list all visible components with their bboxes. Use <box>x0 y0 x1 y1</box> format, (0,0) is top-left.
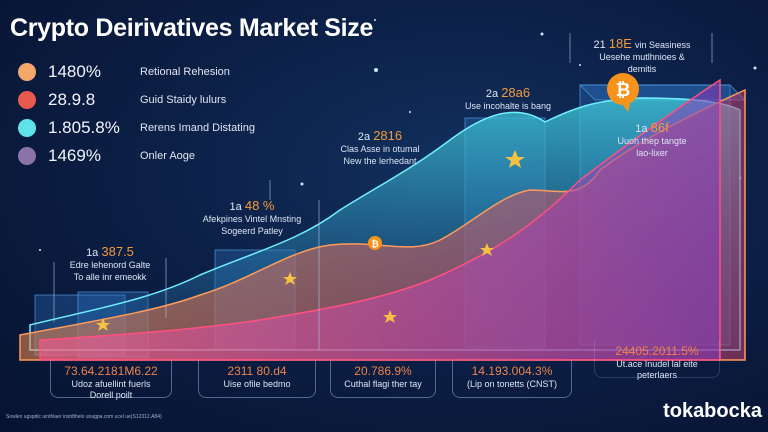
stat-label: Ut.ace Inudel lal eite <box>616 359 698 369</box>
annotation: 1a 387.5 Edre lehenord Galte To alle inr e… <box>69 244 151 283</box>
brand-logo: tokabocka <box>663 400 762 422</box>
annotation-text: Afekpines Vintel Mnsting <box>202 214 302 224</box>
legend-label: Retional Rehesion <box>140 66 230 78</box>
annotation-prefix: 1a <box>635 123 648 135</box>
annotation-prefix: 21 <box>593 39 606 51</box>
annotation-value: 18E <box>608 36 632 51</box>
legend-label: Guid Staidy lulurs <box>140 94 227 106</box>
annotation-text: Sogeerd Patley <box>221 226 283 236</box>
star-markers <box>96 150 525 331</box>
stat-label: peterlaers <box>636 370 678 380</box>
stars <box>39 19 757 251</box>
stat-value: 73.64.2181M6.22 <box>64 364 158 378</box>
annotation: 1a 86f Uuoh thep tangte lao-lixer <box>617 120 687 159</box>
stat-value: 20.786.9% <box>354 364 412 378</box>
bitcoin-icon: ₿ ₿ <box>368 73 639 250</box>
annotation: 21 18E vin Seasiness Uesehe mutlhnioes & d… <box>593 36 691 75</box>
legend-item: 28.9.8 Guid Staidy lulurs <box>18 86 255 114</box>
legend-value: 1480% <box>48 62 101 81</box>
annotation-value: 28a6 <box>501 85 531 100</box>
stat-box: 2311 80.d4 Uise ofile bedmo <box>198 360 316 398</box>
legend-value: 1469% <box>48 146 101 165</box>
annotation-prefix: 2a <box>357 131 371 143</box>
stat-box: 24405.2011.5% Ut.ace Inudel lal eite peter… <box>594 340 720 380</box>
annotation-text: demitis <box>627 64 657 74</box>
legend-dot <box>18 119 36 137</box>
legend-dot <box>18 91 36 109</box>
annotation-value: 2816 <box>373 128 403 143</box>
stat-label: Uise ofile bedmo <box>223 379 291 389</box>
pink-area <box>39 78 721 361</box>
legend-item: 1480% Retional Rehesion <box>18 58 255 86</box>
svg-text:₿: ₿ <box>371 239 378 249</box>
stat-value: 14.193.004.3% <box>471 364 553 378</box>
annotation-value: 387.5 <box>101 244 134 259</box>
svg-text:₿: ₿ <box>616 80 631 100</box>
annotation-prefix: 1a <box>86 247 99 259</box>
legend-label: Onler Aoge <box>140 150 196 162</box>
stat-value: 24405.2011.5% <box>615 344 699 358</box>
annotation-prefix: 1a <box>229 201 242 213</box>
stat-label: (Lip on tonetts (CNST) <box>466 379 558 389</box>
legend-value: 28.9.8 <box>48 90 96 109</box>
bracket-lines <box>53 33 713 350</box>
page-title: Crypto Deirivatives Market Size <box>10 14 374 42</box>
stat-label: Cuthal flagi ther tay <box>344 379 422 389</box>
stat-value: 2311 80.d4 <box>227 364 287 378</box>
legend-item: 1.805.8% Rerens Imand Distating <box>18 114 255 142</box>
annotation-text: New the lerhedant <box>343 156 417 166</box>
stat-box: 73.64.2181M6.22 Udoz afuellint fuerls Dore… <box>50 360 172 400</box>
annotation-text: To alle inr emeokk <box>73 272 147 282</box>
annotation-value: 48 % <box>244 198 275 213</box>
stat-box: 20.786.9% Cuthal flagi ther tay <box>330 360 436 398</box>
legend-dot <box>18 63 36 81</box>
stat-box: 14.193.004.3% (Lip on tonetts (CNST) <box>452 360 572 398</box>
annotation: 2a 28a6 Use incohalte is bang <box>464 85 552 112</box>
annotation-text: Uesehe mutlhnioes & <box>599 52 685 62</box>
annotation-text: lao-lixer <box>636 148 668 158</box>
legend-item: 1469% Onler Aoge <box>18 142 255 170</box>
annotation-text: Edre lehenord Galte <box>69 260 151 270</box>
stat-label: Dorell poilt <box>89 390 133 400</box>
legend-dot <box>18 147 36 165</box>
legend: 1480% Retional Rehesion 28.9.8 Guid Staidy… <box>18 58 255 170</box>
annotation-prefix: 2a <box>485 88 499 100</box>
footer-source: Sowlen ugspdic uinthlaer instdthelo unag… <box>6 414 162 420</box>
stat-label: Udoz afuellint fuerls <box>71 379 151 389</box>
annotation-text: Clas Asse in otumal <box>340 144 420 154</box>
legend-label: Rerens Imand Distating <box>140 122 255 134</box>
annotation: 2a 2816 Clas Asse in otumal New the lerhed… <box>340 128 420 167</box>
annotation-text: vin Seasiness <box>634 40 691 50</box>
annotation-text: Uuoh thep tangte <box>617 136 687 146</box>
annotation: 1a 48 % Afekpines Vintel Mnsting Sogeerd P… <box>202 198 302 237</box>
legend-value: 1.805.8% <box>48 118 120 137</box>
annotation-value: 86f <box>650 120 669 135</box>
annotation-text: Use incohalte is bang <box>464 101 552 111</box>
